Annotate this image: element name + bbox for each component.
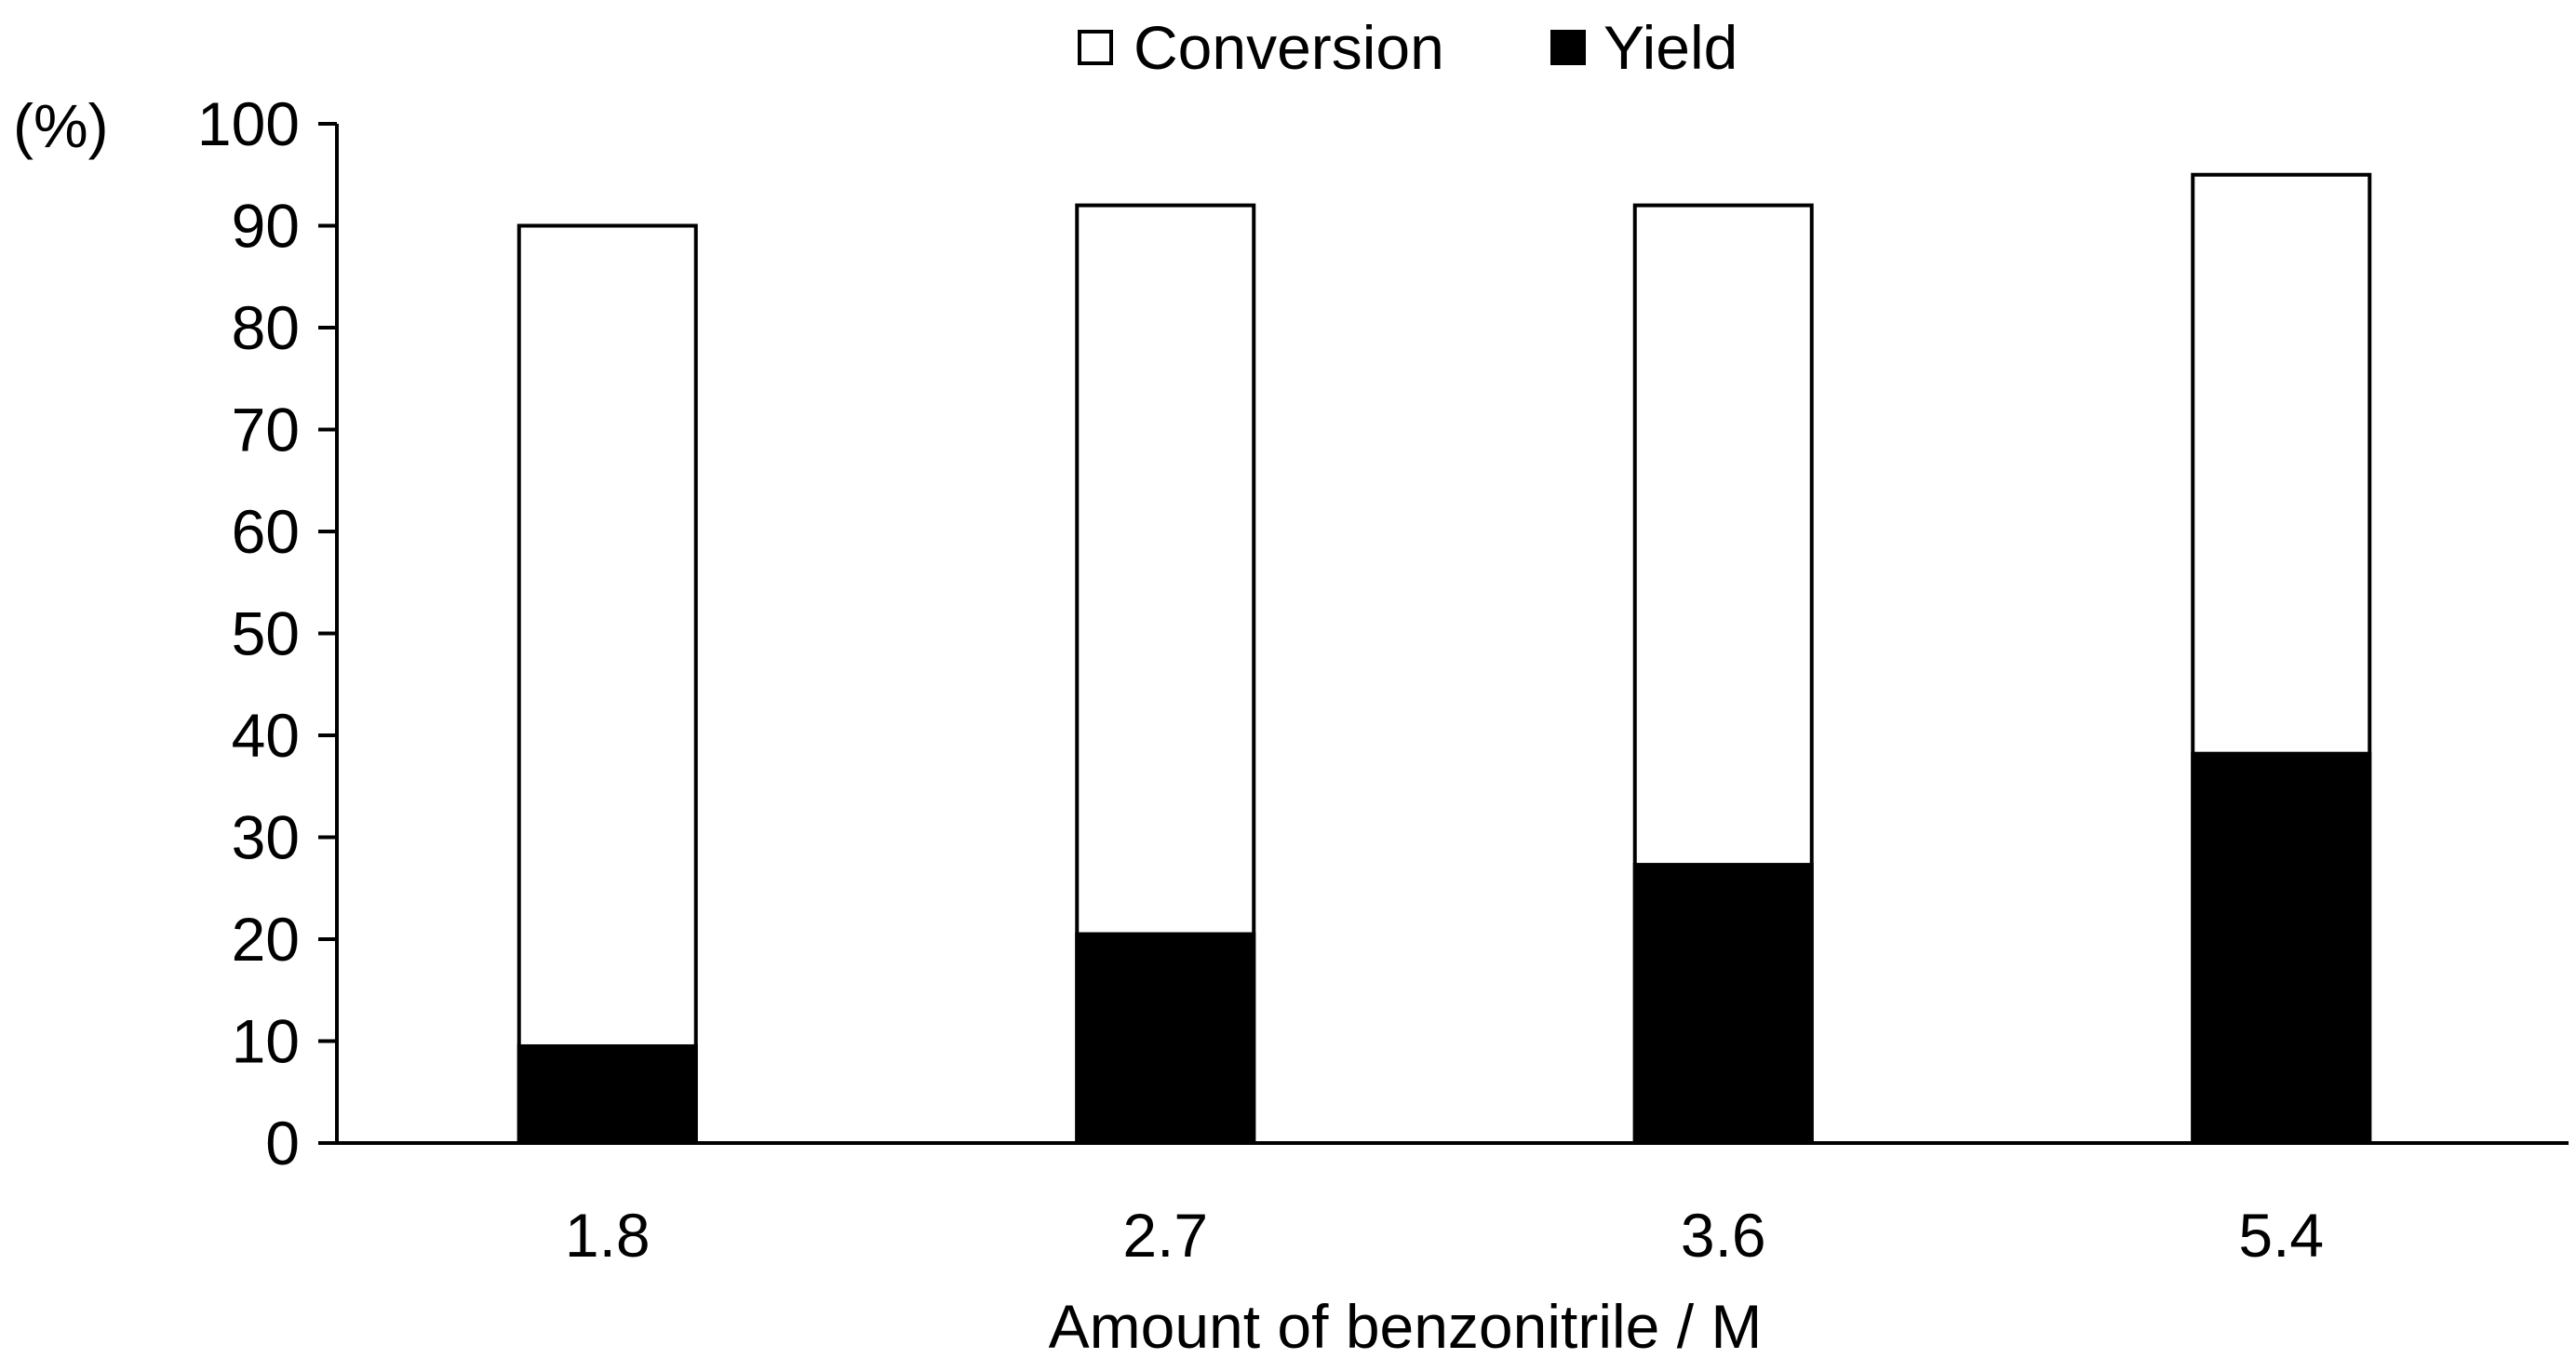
y-axis-label: (%) — [13, 91, 109, 160]
x-tick-label-1.8: 1.8 — [565, 1201, 651, 1270]
y-tick-label-40: 40 — [232, 701, 300, 770]
x-tick-label-2.7: 2.7 — [1122, 1201, 1208, 1270]
y-tick-label-90: 90 — [232, 192, 300, 261]
x-tick-label-3.6: 3.6 — [1681, 1201, 1766, 1270]
bar-yield-1.8 — [517, 1043, 698, 1145]
legend-label-conversion: Conversion — [1134, 13, 1444, 82]
bar-yield-2.7 — [1075, 932, 1256, 1146]
y-tick-label-60: 60 — [232, 497, 300, 566]
y-tick-label-100: 100 — [197, 89, 300, 158]
bars — [517, 172, 2372, 1146]
bar-yield-5.4 — [2191, 751, 2372, 1146]
legend-swatch-conversion — [1078, 30, 1113, 65]
y-ticks: 0 10 20 30 40 50 60 70 80 90 100 — [197, 89, 337, 1177]
y-tick-label-0: 0 — [265, 1109, 300, 1177]
bar-yield-3.6 — [1632, 863, 1814, 1145]
legend: Conversion Yield — [1078, 13, 1737, 82]
legend-swatch-yield — [1550, 30, 1586, 65]
y-tick-label-20: 20 — [232, 905, 300, 974]
y-tick-label-70: 70 — [232, 396, 300, 464]
y-tick-label-30: 30 — [232, 803, 300, 872]
legend-label-yield: Yield — [1603, 13, 1737, 82]
y-tick-label-50: 50 — [232, 599, 300, 668]
x-tick-labels: 1.8 2.7 3.6 5.4 — [565, 1201, 2324, 1270]
x-axis-label: Amount of benzonitrile / M — [1049, 1292, 1763, 1361]
y-tick-label-10: 10 — [232, 1007, 300, 1076]
x-tick-label-5.4: 5.4 — [2238, 1201, 2324, 1270]
y-tick-label-80: 80 — [232, 293, 300, 362]
bar-conversion-1.8 — [517, 223, 698, 1145]
